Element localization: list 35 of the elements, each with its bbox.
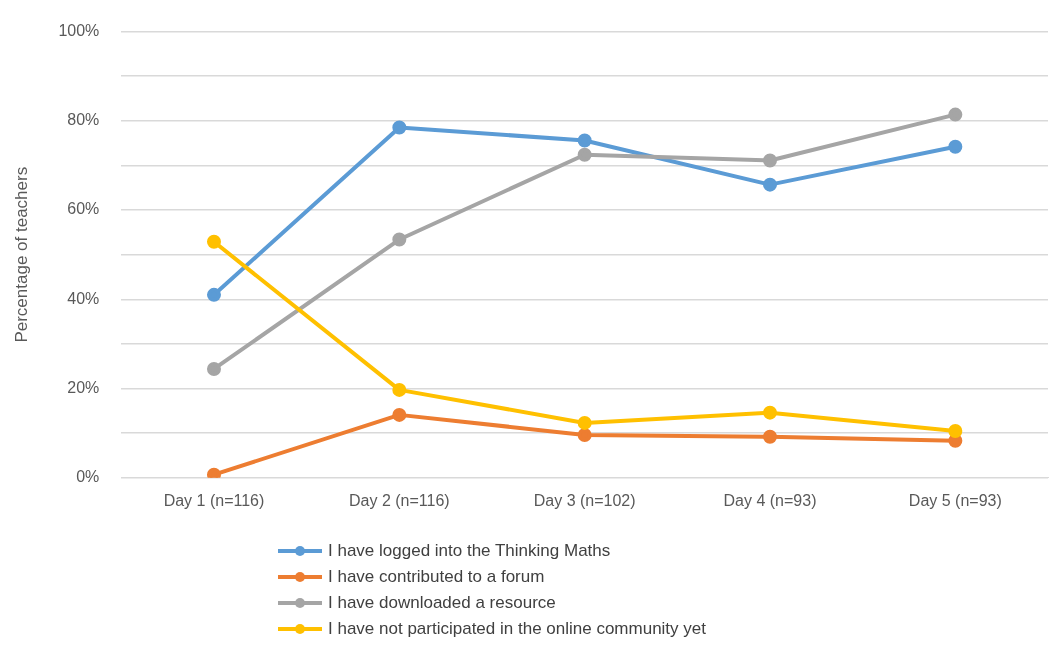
point — [577, 133, 592, 148]
legend-label: I have contributed to a forum — [328, 567, 545, 587]
point — [206, 467, 221, 478]
legend-label: I have logged into the Thinking Maths — [328, 541, 611, 561]
point — [763, 405, 777, 420]
point — [392, 232, 407, 247]
point — [577, 427, 592, 442]
point — [206, 287, 221, 302]
y-tick-label: 0% — [76, 468, 100, 486]
legend-label: I have not participated in the online community yet — [328, 619, 706, 639]
point — [206, 361, 221, 376]
point — [948, 423, 963, 438]
y-tick-label: 100% — [58, 22, 100, 40]
point — [763, 177, 777, 192]
point — [577, 415, 592, 430]
y-tick-label: 60% — [67, 200, 100, 218]
point — [763, 429, 777, 444]
y-tick-label: 20% — [67, 378, 100, 396]
point — [392, 382, 407, 397]
point — [577, 147, 592, 162]
y-tick-label: 80% — [67, 111, 100, 129]
legend-label: I have downloaded a resource — [328, 593, 556, 613]
point — [948, 107, 963, 122]
x-tick-label: Day 3 (n=102) — [533, 491, 636, 509]
point — [763, 153, 777, 168]
point — [392, 120, 407, 135]
x-tick-label: Day 1 (n=116) — [163, 491, 265, 509]
x-tick-label: Day 2 (n=116) — [349, 491, 450, 509]
x-tick-label: Day 5 (n=93) — [908, 491, 1002, 509]
y-tick-label: 40% — [67, 289, 100, 307]
point — [206, 234, 221, 249]
x-tick-label: Day 4 (n=93) — [723, 491, 817, 509]
y-axis-title: Percentage of teachers — [11, 166, 31, 343]
point — [948, 139, 963, 154]
point — [392, 407, 407, 422]
